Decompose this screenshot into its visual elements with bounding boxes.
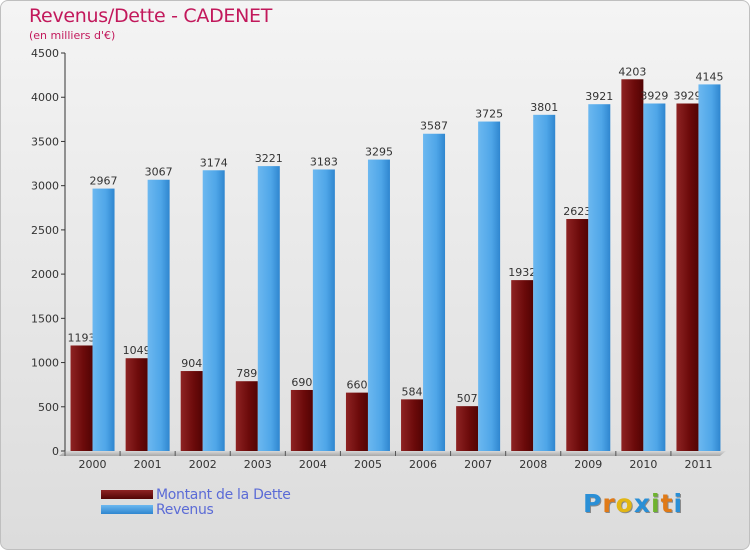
chart-floor bbox=[59, 451, 726, 456]
data-label: 3067 bbox=[145, 166, 173, 179]
data-label: 3587 bbox=[420, 120, 448, 133]
x-tick-label: 2009 bbox=[574, 458, 602, 471]
bar-revenus bbox=[588, 104, 611, 451]
bar-dette bbox=[125, 358, 148, 451]
data-label: 690 bbox=[291, 376, 312, 389]
data-label: 660 bbox=[346, 379, 367, 392]
bar-dette bbox=[235, 381, 258, 451]
bar-dette bbox=[290, 389, 313, 451]
y-tick-label: 3000 bbox=[31, 180, 59, 193]
chart-subtitle: (en milliers d'€) bbox=[29, 29, 116, 42]
bar-dette bbox=[621, 79, 644, 451]
logo-letter: x bbox=[633, 489, 651, 518]
x-tick-label: 2011 bbox=[684, 458, 712, 471]
y-tick-label: 3500 bbox=[31, 135, 59, 148]
logo-letter: o bbox=[615, 489, 634, 518]
bar-revenus bbox=[257, 166, 280, 452]
x-tick-label: 2001 bbox=[134, 458, 162, 471]
data-label: 3921 bbox=[585, 90, 613, 103]
bar-dette bbox=[566, 219, 589, 451]
y-tick-label: 2500 bbox=[31, 224, 59, 237]
data-label: 4145 bbox=[695, 70, 723, 83]
bar-revenus bbox=[478, 121, 501, 452]
y-tick-label: 4000 bbox=[31, 91, 59, 104]
data-label: 4203 bbox=[618, 65, 646, 78]
proxiti-logo: Proxiti bbox=[583, 489, 683, 518]
bar-revenus bbox=[202, 170, 225, 451]
legend-item-revenus: Revenus bbox=[101, 501, 291, 518]
bar-revenus bbox=[367, 159, 390, 451]
bar-revenus bbox=[533, 114, 556, 452]
y-tick-label: 1000 bbox=[31, 357, 59, 370]
data-label: 3221 bbox=[255, 152, 283, 165]
logo-letter: P bbox=[583, 489, 603, 518]
bar-dette bbox=[70, 345, 93, 451]
x-tick-label: 2010 bbox=[629, 458, 657, 471]
data-label: 507 bbox=[457, 392, 478, 405]
bar-revenus bbox=[643, 103, 666, 452]
bar-dette bbox=[676, 103, 699, 452]
data-label: 584 bbox=[402, 385, 423, 398]
data-label: 1932 bbox=[508, 266, 536, 279]
bar-dette bbox=[511, 280, 534, 451]
legend-label-dette: Montant de la Dette bbox=[156, 486, 291, 503]
y-tick-label: 4500 bbox=[31, 47, 59, 60]
legend: Montant de la Dette Revenus bbox=[101, 486, 291, 518]
logo-letter: t bbox=[660, 489, 674, 518]
logo-letter: i bbox=[651, 489, 661, 518]
y-tick-label: 2000 bbox=[31, 268, 59, 281]
x-tick-label: 2005 bbox=[354, 458, 382, 471]
legend-item-dette: Montant de la Dette bbox=[101, 486, 291, 503]
x-tick-label: 2003 bbox=[244, 458, 272, 471]
bar-dette bbox=[401, 399, 424, 451]
y-tick-label: 500 bbox=[38, 401, 59, 414]
bar-revenus bbox=[698, 84, 721, 452]
bar-revenus bbox=[147, 179, 170, 451]
bar-dette bbox=[180, 371, 203, 451]
bar-dette bbox=[345, 392, 368, 451]
bar-revenus bbox=[423, 133, 446, 452]
data-label: 3183 bbox=[310, 155, 338, 168]
data-label: 904 bbox=[181, 357, 202, 370]
data-label: 789 bbox=[236, 367, 257, 380]
legend-swatch-dette bbox=[101, 490, 153, 499]
data-label: 2623 bbox=[563, 205, 591, 218]
x-tick-label: 2006 bbox=[409, 458, 437, 471]
y-tick-label: 1500 bbox=[31, 312, 59, 325]
data-label: 3929 bbox=[640, 90, 668, 103]
data-label: 3801 bbox=[530, 101, 558, 114]
data-label: 3725 bbox=[475, 108, 503, 121]
data-label: 2967 bbox=[90, 175, 118, 188]
chart-title: Revenus/Dette - CADENET bbox=[29, 5, 273, 27]
data-label: 3174 bbox=[200, 156, 228, 169]
x-tick-label: 2008 bbox=[519, 458, 547, 471]
bar-revenus bbox=[312, 169, 335, 452]
logo-letter: i bbox=[673, 489, 684, 518]
data-label: 1049 bbox=[123, 344, 151, 357]
x-tick-label: 2007 bbox=[464, 458, 492, 471]
data-label: 1193 bbox=[68, 331, 96, 344]
logo-letter: r bbox=[602, 489, 616, 518]
legend-swatch-revenus bbox=[101, 505, 153, 514]
x-tick-label: 2004 bbox=[299, 458, 327, 471]
x-tick-label: 2002 bbox=[189, 458, 217, 471]
y-tick-label: 0 bbox=[52, 445, 59, 458]
data-label: 3295 bbox=[365, 146, 393, 159]
legend-label-revenus: Revenus bbox=[156, 501, 214, 518]
x-tick-label: 2000 bbox=[79, 458, 107, 471]
data-label: 3929 bbox=[673, 90, 701, 103]
bar-dette bbox=[456, 406, 479, 451]
bar-revenus bbox=[92, 188, 115, 451]
